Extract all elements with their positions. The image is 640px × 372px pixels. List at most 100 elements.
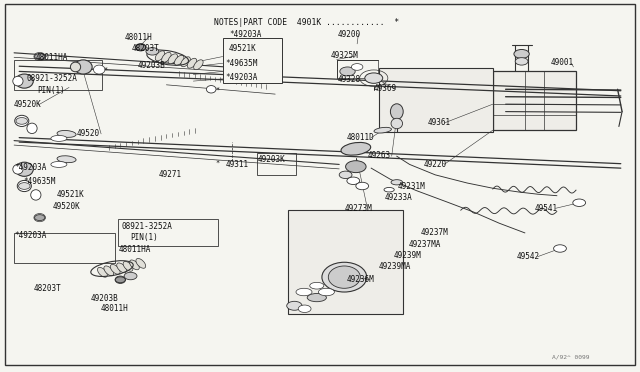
Text: *49635M: *49635M — [225, 60, 258, 68]
Ellipse shape — [17, 180, 31, 192]
Circle shape — [573, 199, 586, 206]
Circle shape — [514, 49, 529, 58]
Text: 49520K: 49520K — [14, 100, 42, 109]
Text: *: * — [104, 67, 108, 73]
Text: PIN(1): PIN(1) — [130, 233, 157, 242]
Circle shape — [35, 54, 45, 60]
Text: *49203A: *49203A — [14, 163, 47, 172]
Bar — [223, 38, 282, 83]
Text: 49203B: 49203B — [91, 294, 118, 303]
Circle shape — [124, 272, 137, 280]
Ellipse shape — [319, 288, 334, 296]
Text: 49239M: 49239M — [394, 251, 421, 260]
Text: 48011D: 48011D — [347, 133, 374, 142]
Text: 48203T: 48203T — [33, 284, 61, 293]
Bar — [14, 233, 115, 263]
Text: 49239MA: 49239MA — [379, 262, 412, 271]
Ellipse shape — [328, 266, 360, 288]
Circle shape — [146, 48, 159, 55]
Text: *49203A: *49203A — [225, 73, 258, 81]
Ellipse shape — [168, 54, 177, 64]
Circle shape — [340, 67, 355, 76]
Ellipse shape — [110, 264, 120, 274]
Text: *49203A: *49203A — [229, 30, 262, 39]
Ellipse shape — [296, 288, 312, 296]
Text: 49521K: 49521K — [229, 44, 257, 53]
Ellipse shape — [57, 156, 76, 163]
Text: 49200: 49200 — [338, 30, 361, 39]
Ellipse shape — [70, 62, 81, 72]
Text: 49236M: 49236M — [347, 275, 374, 284]
Text: 49311: 49311 — [226, 160, 249, 169]
Ellipse shape — [310, 282, 324, 289]
Ellipse shape — [384, 187, 394, 192]
Ellipse shape — [341, 142, 371, 155]
Ellipse shape — [307, 294, 326, 302]
Text: 49541: 49541 — [535, 204, 558, 213]
Ellipse shape — [97, 267, 108, 277]
Text: 49263: 49263 — [368, 151, 391, 160]
Bar — [379, 68, 493, 132]
Text: *: * — [215, 160, 220, 166]
Ellipse shape — [194, 60, 203, 70]
Circle shape — [115, 277, 125, 283]
Text: 49328: 49328 — [338, 75, 361, 84]
Ellipse shape — [51, 135, 67, 141]
Ellipse shape — [51, 161, 67, 167]
Text: 49325M: 49325M — [330, 51, 358, 60]
Ellipse shape — [206, 86, 216, 93]
Ellipse shape — [390, 104, 403, 119]
Text: 48203T: 48203T — [131, 44, 159, 53]
Text: 49203K: 49203K — [258, 155, 285, 164]
Ellipse shape — [15, 74, 33, 88]
Text: 48011HA: 48011HA — [119, 245, 152, 254]
Circle shape — [365, 73, 383, 83]
Ellipse shape — [13, 76, 23, 86]
Text: 08921-3252A: 08921-3252A — [122, 222, 172, 231]
Text: PIN(1): PIN(1) — [37, 86, 65, 94]
Text: NOTES|PART CODE  4901K ............  *: NOTES|PART CODE 4901K ............ * — [214, 18, 399, 27]
Text: *49203A: *49203A — [14, 231, 47, 240]
Bar — [257, 153, 296, 175]
Text: 49231M: 49231M — [398, 182, 426, 191]
Ellipse shape — [391, 180, 403, 185]
Text: 08921-3252A: 08921-3252A — [27, 74, 77, 83]
Text: 49361: 49361 — [428, 118, 451, 127]
Ellipse shape — [74, 60, 92, 74]
Bar — [14, 60, 102, 90]
Circle shape — [339, 171, 352, 179]
Text: 48011HA: 48011HA — [35, 53, 68, 62]
Circle shape — [136, 44, 146, 50]
Circle shape — [346, 161, 366, 173]
Text: 49237M: 49237M — [421, 228, 449, 237]
Ellipse shape — [104, 266, 114, 276]
Ellipse shape — [116, 263, 127, 273]
Text: 49273M: 49273M — [345, 204, 372, 213]
Text: 49542: 49542 — [517, 252, 540, 261]
Ellipse shape — [31, 190, 41, 200]
Text: 49233A: 49233A — [385, 193, 412, 202]
Text: 49520K: 49520K — [53, 202, 81, 211]
Ellipse shape — [123, 262, 133, 271]
Text: 49369: 49369 — [374, 84, 397, 93]
Circle shape — [356, 182, 369, 190]
Circle shape — [16, 118, 28, 124]
Bar — [118, 219, 218, 246]
Ellipse shape — [162, 52, 171, 62]
Bar — [288, 210, 403, 314]
Circle shape — [287, 301, 302, 310]
Circle shape — [347, 177, 360, 185]
Ellipse shape — [175, 55, 184, 65]
Circle shape — [554, 245, 566, 252]
Ellipse shape — [136, 259, 146, 268]
Circle shape — [351, 64, 363, 70]
Text: 49237MA: 49237MA — [408, 240, 441, 248]
Text: *: * — [216, 87, 220, 93]
Text: 48011H: 48011H — [101, 304, 129, 313]
Ellipse shape — [181, 57, 190, 67]
Text: 49520: 49520 — [77, 129, 100, 138]
Ellipse shape — [93, 65, 105, 74]
Bar — [493, 71, 576, 130]
Ellipse shape — [27, 123, 37, 134]
Text: 49001: 49001 — [550, 58, 573, 67]
